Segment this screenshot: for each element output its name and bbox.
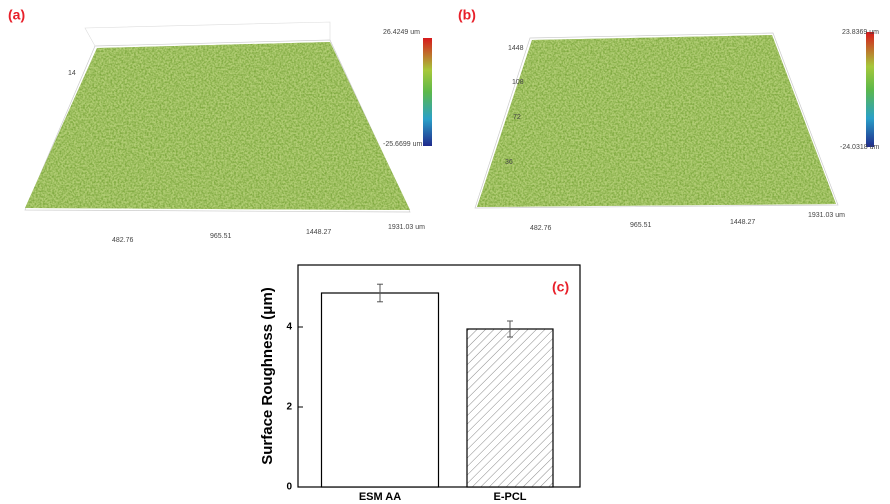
- frame: [474, 32, 839, 209]
- x-tick-label: 1931.03 um: [808, 212, 845, 219]
- x-tick-label: 1931.03 um: [388, 224, 425, 231]
- y-tick-label: 1448: [508, 45, 524, 52]
- bar: [466, 328, 554, 488]
- panel-b: 23.8369 um -24.0318 um 482.76 965.51 144…: [458, 7, 879, 232]
- y-tick-label: 2: [286, 402, 292, 413]
- x-tick-label: E-PCL: [494, 491, 527, 503]
- x-tick-label: 965.51: [210, 233, 232, 240]
- y-tick-label: 36: [505, 159, 513, 166]
- y-tick-label: 0: [286, 482, 292, 493]
- y-axis-label: Surface Roughness (μm): [259, 287, 276, 465]
- panel-a: 26.4249 um -25.6699 um 482.76 965.51 144…: [8, 7, 432, 244]
- surface-texture: [477, 35, 836, 207]
- bar: [320, 292, 440, 488]
- colorbar-min: -25.6699 um: [383, 141, 422, 148]
- x-tick-label: 965.51: [630, 222, 652, 229]
- frame: [84, 21, 331, 47]
- y-tick-label: 14: [68, 70, 76, 77]
- colorbar: [866, 32, 874, 147]
- panel-label: (a): [8, 7, 25, 23]
- x-tick-label: ESM AA: [359, 491, 401, 503]
- panel-label: (c): [552, 279, 569, 295]
- x-tick-label: 1448.27: [730, 219, 755, 226]
- x-tick-label: 482.76: [112, 237, 134, 244]
- colorbar-max: 26.4249 um: [383, 29, 420, 36]
- colorbar-max: 23.8369 um: [842, 29, 879, 36]
- y-tick-label: 108: [512, 79, 524, 86]
- y-tick-label: 72: [513, 114, 521, 121]
- x-tick-label: 482.76: [530, 225, 552, 232]
- surface-texture: [25, 42, 410, 210]
- colorbar-min: -24.0318 um: [840, 144, 879, 151]
- x-tick-label: 1448.27: [306, 229, 331, 236]
- panel-label: (b): [458, 7, 476, 23]
- y-tick-label: 4: [286, 322, 292, 333]
- colorbar: [423, 38, 432, 146]
